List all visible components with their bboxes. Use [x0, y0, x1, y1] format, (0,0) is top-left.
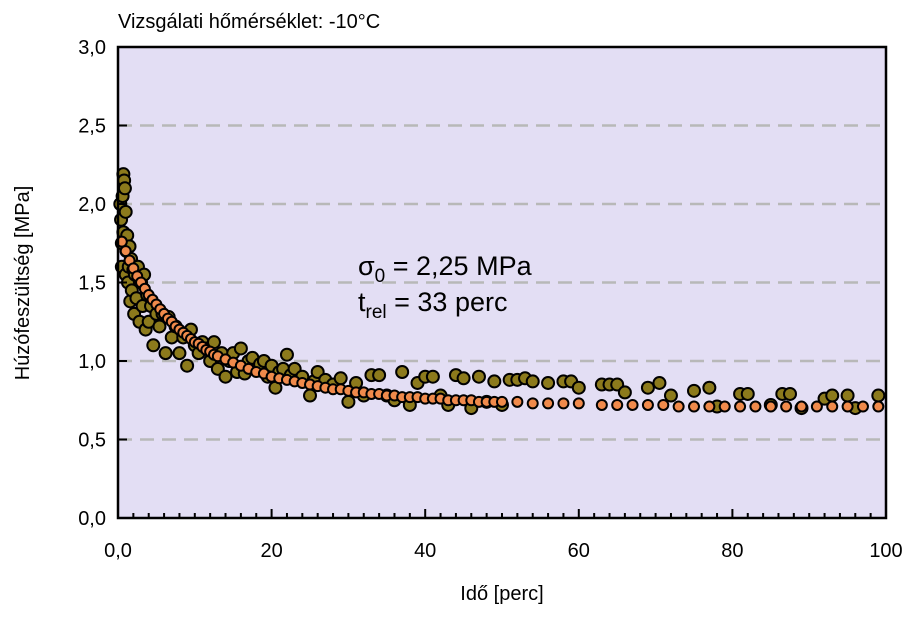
data-point — [872, 400, 885, 413]
data-point — [611, 398, 624, 411]
data-point — [146, 338, 161, 353]
data-point — [571, 380, 586, 395]
data-point — [640, 380, 655, 395]
data-point — [425, 369, 440, 384]
data-point — [687, 383, 701, 398]
data-point — [487, 374, 502, 389]
data-point — [825, 388, 840, 403]
data-point — [840, 388, 855, 403]
data-point — [233, 341, 248, 356]
x-tick-label: 80 — [721, 540, 743, 562]
data-point — [663, 388, 678, 403]
data-point — [740, 386, 755, 401]
data-point — [542, 397, 555, 410]
x-axis-label: Idő [perc] — [460, 583, 543, 605]
data-point — [372, 368, 387, 383]
data-point — [702, 380, 717, 395]
data-point — [718, 400, 731, 413]
t-subscript: rel — [366, 302, 387, 323]
data-point — [841, 400, 854, 413]
data-point — [395, 364, 410, 379]
data-point — [525, 374, 540, 389]
data-point — [496, 395, 508, 408]
data-point — [456, 371, 471, 386]
t-symbol: t — [358, 287, 366, 317]
data-point — [795, 400, 808, 413]
annotation: σ0 = 2,25 MPa trel = 33 perc — [358, 251, 533, 323]
data-point — [526, 397, 539, 410]
data-point — [117, 181, 132, 196]
data-point — [810, 400, 823, 413]
data-point — [279, 347, 294, 362]
data-point — [657, 398, 670, 411]
data-point — [511, 395, 524, 408]
data-point — [218, 369, 233, 384]
y-tick-label: 0,0 — [78, 508, 106, 530]
data-point — [780, 400, 793, 413]
sigma-subscript: 0 — [375, 266, 386, 287]
series-2 — [115, 235, 885, 413]
data-point — [158, 346, 173, 361]
data-point — [572, 397, 585, 410]
y-axis-label: Húzófeszültség [MPa] — [12, 186, 34, 381]
y-tick-label: 2,0 — [78, 194, 106, 216]
data-point — [871, 388, 886, 403]
data-point — [783, 386, 797, 401]
sigma-value: = 2,25 MPa — [385, 251, 532, 281]
x-tick-label: 60 — [568, 540, 590, 562]
data-point — [557, 397, 570, 410]
data-point — [341, 394, 356, 409]
data-point — [626, 398, 639, 411]
x-tick-label: 100 — [869, 540, 902, 562]
t-value: = 33 perc — [387, 287, 508, 317]
data-point — [617, 385, 632, 400]
sigma-symbol: σ — [358, 251, 375, 281]
data-point — [172, 346, 187, 361]
data-point — [541, 375, 556, 390]
data-point — [118, 204, 133, 219]
data-point — [595, 398, 608, 411]
y-tick-label: 1,5 — [78, 273, 106, 295]
data-point — [688, 400, 700, 413]
axis-ticks — [117, 46, 887, 519]
svg-text:σ0 = 2,25 MPa: σ0 = 2,25 MPa — [358, 251, 533, 287]
data-point — [764, 400, 777, 413]
data-point — [471, 369, 486, 384]
data-point — [749, 400, 762, 413]
data-point — [303, 388, 317, 403]
data-point — [652, 375, 667, 390]
x-tick-label: 40 — [414, 540, 436, 562]
gridlines — [118, 124, 886, 441]
data-point — [152, 319, 167, 334]
data-point — [333, 371, 348, 386]
data-point — [641, 398, 654, 411]
data-points — [113, 167, 886, 416]
data-point — [734, 400, 747, 413]
x-tick-label: 0,0 — [104, 540, 132, 562]
data-point — [180, 358, 195, 373]
svg-text:trel = 33 perc: trel = 33 perc — [358, 287, 507, 323]
y-tick-label: 2,5 — [78, 116, 106, 138]
tick-labels: 0,0 20 40 60 80 100 0,0 0,5 1,0 1,5 2,0 2,5 3,0 — [78, 37, 903, 562]
x-tick-label: 20 — [260, 540, 282, 562]
y-tick-label: 1,0 — [78, 351, 106, 373]
y-tick-label: 3,0 — [78, 37, 106, 59]
y-tick-label: 0,5 — [78, 430, 106, 452]
data-point — [826, 400, 839, 413]
data-point — [672, 400, 685, 413]
chart-title: Vizsgálati hőmérséklet: -10°C — [118, 11, 380, 33]
data-point — [703, 400, 716, 413]
data-point — [856, 400, 869, 413]
